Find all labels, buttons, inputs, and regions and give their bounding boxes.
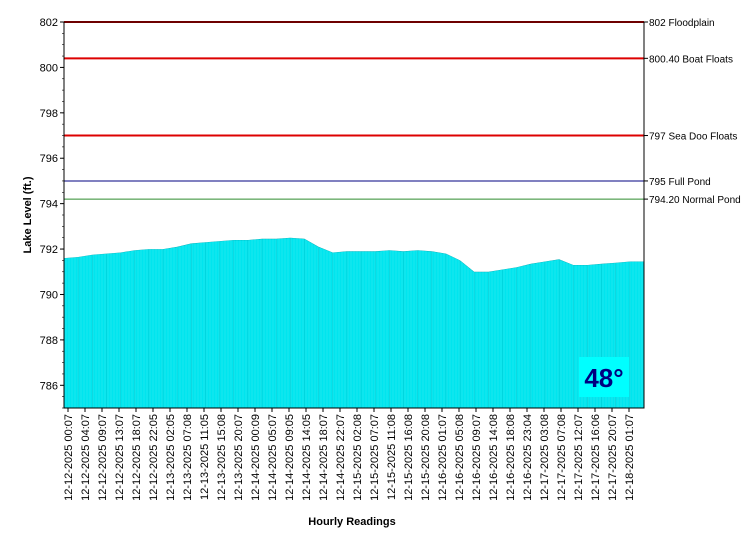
x-tick-label: 12-13-2025 11:05 <box>199 414 211 500</box>
x-tick-label: 12-16-2025 14:08 <box>488 414 500 501</box>
x-tick-label: 12-15-2025 11:08 <box>386 414 398 500</box>
y-tick-label: 790 <box>40 289 58 301</box>
x-tick-label: 12-14-2025 09:05 <box>284 414 296 501</box>
x-tick-label: 12-12-2025 18:07 <box>131 414 143 501</box>
x-tick-label: 12-13-2025 02:05 <box>165 414 177 501</box>
x-tick-label: 12-13-2025 15:08 <box>216 414 228 501</box>
x-tick-label: 12-12-2025 13:07 <box>114 414 126 501</box>
area-layer <box>63 22 645 409</box>
area-top-mask <box>64 22 644 272</box>
y-tick-label: 798 <box>40 108 58 120</box>
x-tick-label: 12-16-2025 01:07 <box>437 414 449 501</box>
reference-label: 800.40 Boat Floats <box>649 54 733 65</box>
y-tick-label: 788 <box>40 335 58 347</box>
temperature-badge-background <box>579 357 629 397</box>
x-tick-label: 12-14-2025 05:07 <box>267 414 279 501</box>
x-tick-label: 12-12-2025 22:05 <box>148 414 160 501</box>
x-tick-label: 12-14-2025 18:07 <box>318 414 330 501</box>
x-tick-label: 12-16-2025 23:04 <box>522 414 534 501</box>
x-tick-label: 12-15-2025 07:07 <box>369 414 381 501</box>
y-axis-title: Lake Level (ft.) <box>22 176 34 253</box>
x-tick-label: 12-15-2025 16:08 <box>403 414 415 501</box>
x-tick-label: 12-14-2025 22:07 <box>335 414 347 501</box>
x-axis-ticks: 12-12-2025 00:07 12-12-2025 04:07 12-12-20… <box>63 408 636 501</box>
y-tick-label: 800 <box>40 62 58 74</box>
x-tick-label: 12-12-2025 09:07 <box>97 414 109 501</box>
x-tick-label: 12-12-2025 04:07 <box>80 414 92 501</box>
x-tick-label: 12-15-2025 20:08 <box>420 414 432 501</box>
x-tick-label: 12-13-2025 20:07 <box>233 414 245 501</box>
x-tick-label: 12-17-2025 07:08 <box>556 414 568 501</box>
x-tick-label: 12-12-2025 00:07 <box>63 414 75 501</box>
reference-label: 794.20 Normal Pond <box>649 195 741 206</box>
x-tick-label: 12-17-2025 03:08 <box>539 414 551 501</box>
x-tick-label: 12-16-2025 09:07 <box>471 414 483 501</box>
y-tick-label: 786 <box>40 380 58 392</box>
x-tick-label: 12-17-2025 20:07 <box>607 414 619 501</box>
y-tick-label: 802 <box>40 17 58 29</box>
x-axis-title: Hourly Readings <box>308 516 395 528</box>
x-tick-label: 12-13-2025 07:08 <box>182 414 194 501</box>
x-tick-label: 12-15-2025 02:08 <box>352 414 364 501</box>
reference-label: 797 Sea Doo Floats <box>649 132 737 143</box>
y-axis-ticks: 786 788 790 792 794 796 798 800 802 <box>40 17 64 409</box>
reference-label: 795 Full Pond <box>649 177 711 188</box>
x-tick-label: 12-18-2025 01:07 <box>624 414 636 501</box>
y-tick-label: 792 <box>40 244 58 256</box>
x-tick-label: 12-17-2025 12:07 <box>573 414 585 501</box>
x-tick-label: 12-14-2025 14:05 <box>301 414 313 501</box>
temperature-badge: 48° <box>579 357 629 397</box>
y-tick-label: 796 <box>40 153 58 165</box>
x-tick-label: 12-17-2025 16:06 <box>590 414 602 501</box>
temperature-text: 48° <box>584 363 623 393</box>
y-tick-label: 794 <box>40 199 58 211</box>
reference-label: 802 Floodplain <box>649 18 715 29</box>
x-tick-label: 12-14-2025 00:09 <box>250 414 262 501</box>
x-tick-label: 12-16-2025 18:08 <box>505 414 517 501</box>
x-tick-label: 12-16-2025 05:08 <box>454 414 466 501</box>
